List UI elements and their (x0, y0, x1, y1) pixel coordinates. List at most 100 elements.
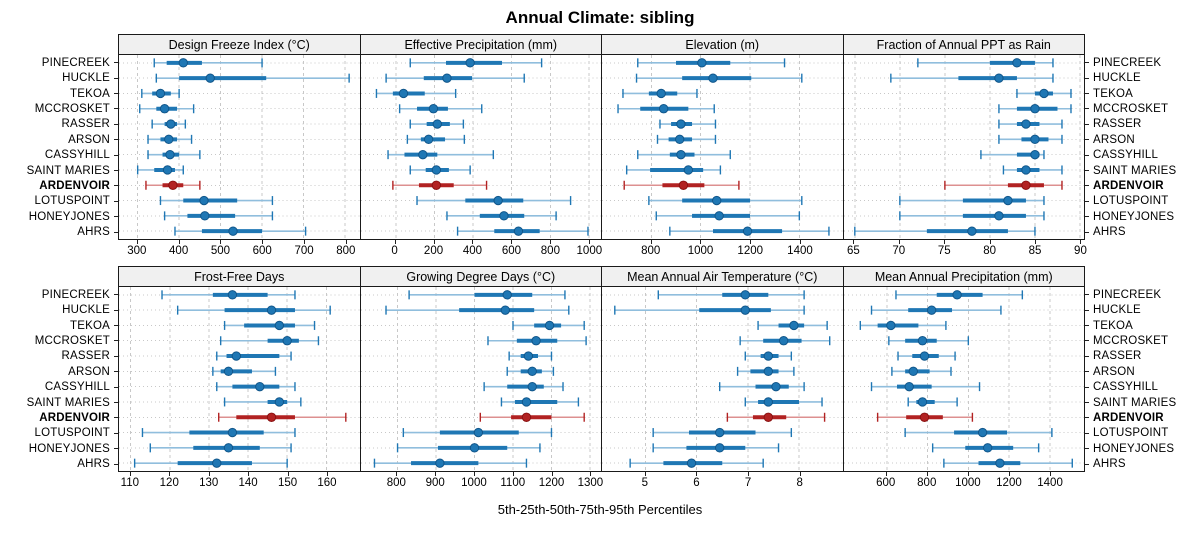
x-axis-tick (248, 472, 250, 476)
median-dot (1029, 134, 1040, 145)
x-axis-tick (750, 240, 752, 244)
x-axis-tick-label: 800 (641, 245, 661, 257)
station-label-text: PINECREEK (1093, 288, 1162, 301)
station-label-ardenvoir: ARDENVOIR (0, 410, 118, 425)
median-dot (441, 73, 452, 83)
x-axis-tick (550, 240, 552, 244)
median-dot (1002, 195, 1013, 206)
station-label-pinecreek: PINECREEK (1085, 55, 1200, 70)
panel-fraction-ppt-rain: Fraction of Annual PPT as Rain 65 70 75 80 8… (842, 34, 1087, 262)
station-label-text: MCCROSKET (1093, 334, 1169, 347)
median-dot (919, 351, 929, 361)
median-dot (417, 149, 428, 160)
station-label-text: ARDENVOIR (1093, 179, 1164, 192)
station-label-text: RASSER (61, 118, 110, 131)
median-dot (697, 58, 707, 68)
median-dot (223, 366, 234, 377)
y-axis-tick (114, 402, 118, 404)
x-axis-tick-label: 300 (127, 245, 147, 257)
panel-x-axis: 600 800 1000 1200 1400 (843, 472, 1086, 494)
station-label-cassyhill: CASSYHILL (1085, 380, 1200, 395)
x-axis-tick-label: 1400 (1037, 477, 1063, 489)
panel-plot-svg (360, 287, 601, 471)
x-axis-tick-label: 600 (876, 477, 896, 489)
median-dot (266, 412, 277, 422)
station-label-ahrs: AHRS (0, 457, 118, 472)
x-axis-tick (304, 240, 306, 244)
median-dot (742, 226, 753, 236)
median-dot (432, 119, 442, 129)
median-dot (431, 165, 441, 175)
y-axis-tick (114, 170, 118, 172)
median-dot (282, 336, 292, 346)
median-dot (473, 427, 483, 438)
y-axis-tick (1085, 93, 1089, 95)
y-axis-tick (114, 355, 118, 357)
median-dot (255, 381, 265, 392)
station-label-text: SAINT MARIES (26, 396, 110, 409)
x-axis-tick-label: 110 (120, 477, 139, 489)
station-label-lotuspoint: LOTUSPOINT (0, 194, 118, 209)
station-label-rasser: RASSER (1085, 117, 1200, 132)
median-dot (1038, 88, 1049, 99)
y-axis-tick (1085, 200, 1089, 202)
y-axis-tick (1085, 463, 1089, 465)
x-axis-tick-label: 80 (983, 245, 997, 257)
median-dot (266, 305, 277, 315)
panel-plot-svg (360, 55, 601, 239)
x-axis-tick-label: 160 (317, 477, 337, 489)
figure-caption: 5th-25th-50th-75th-95th Percentiles (497, 502, 703, 517)
panel-x-axis: 0 200 400 600 800 1000 (360, 240, 602, 262)
median-dot (885, 320, 896, 331)
panel-row-top: PINECREEK HUCKLE TEKOA MCCROSKET RASSER ARSON… (0, 34, 1200, 262)
station-label-text: SAINT MARIES (26, 164, 110, 177)
station-label-text: ARDENVOIR (39, 179, 110, 192)
median-dot (228, 226, 238, 236)
station-label-huckle: HUCKLE (0, 303, 118, 318)
y-axis-tick (114, 309, 118, 311)
station-label-text: ARDENVOIR (1093, 411, 1164, 424)
median-dot (686, 458, 697, 468)
station-label-text: LOTUSPOINT (34, 195, 110, 208)
median-dot (1020, 180, 1031, 190)
y-axis-tick (114, 139, 118, 141)
x-axis-tick (169, 472, 171, 476)
x-axis-tick (799, 240, 801, 244)
station-label-text: HONEYJONES (28, 442, 110, 455)
station-labels-left-bottom: PINECREEK HUCKLE TEKOA MCCROSKET RASSER ARSON… (0, 287, 118, 472)
median-dot (521, 412, 531, 422)
median-dot (274, 320, 285, 331)
median-dot (513, 226, 523, 236)
median-dot (212, 458, 222, 468)
y-axis-tick (114, 185, 118, 187)
station-label-text: RASSER (1093, 350, 1142, 363)
y-axis-tick (1085, 402, 1089, 404)
station-label-arson: ARSON (1085, 364, 1200, 379)
x-axis-tick-label: 0 (391, 245, 398, 257)
panel-strip-title: Growing Degree Days (°C) (359, 266, 602, 287)
median-dot (168, 180, 178, 190)
station-label-tekoa: TEKOA (0, 86, 118, 101)
x-axis-tick (394, 240, 396, 244)
median-dot (656, 88, 666, 99)
panel-mean-annual-air-temperature: Mean Annual Air Temperature (°C) 5 6 7 8 (601, 266, 844, 494)
median-dot (676, 119, 686, 129)
median-dot (223, 443, 234, 453)
station-label-text: HUCKLE (1093, 304, 1141, 317)
station-label-text: AHRS (77, 458, 110, 471)
station-label-text: RASSER (61, 350, 110, 363)
median-dot (714, 211, 724, 221)
y-axis-tick (114, 200, 118, 202)
station-label-text: CASSYHILL (44, 381, 110, 394)
y-axis-tick (1085, 325, 1089, 327)
y-axis-tick (114, 432, 118, 434)
median-dot (1029, 149, 1040, 160)
x-axis-tick (748, 472, 750, 476)
panel-row-bottom: PINECREEK HUCKLE TEKOA MCCROSKET RASSER ARSON… (0, 266, 1200, 494)
median-dot (917, 336, 927, 346)
panel-design-freeze-index: Design Freeze Index (°C) 300 400 500 600 700… (118, 34, 361, 262)
y-axis-tick (1085, 123, 1089, 125)
x-axis-tick-label: 8 (796, 477, 803, 489)
x-axis-tick-label: 85 (1028, 245, 1042, 257)
x-axis-tick (644, 472, 646, 476)
